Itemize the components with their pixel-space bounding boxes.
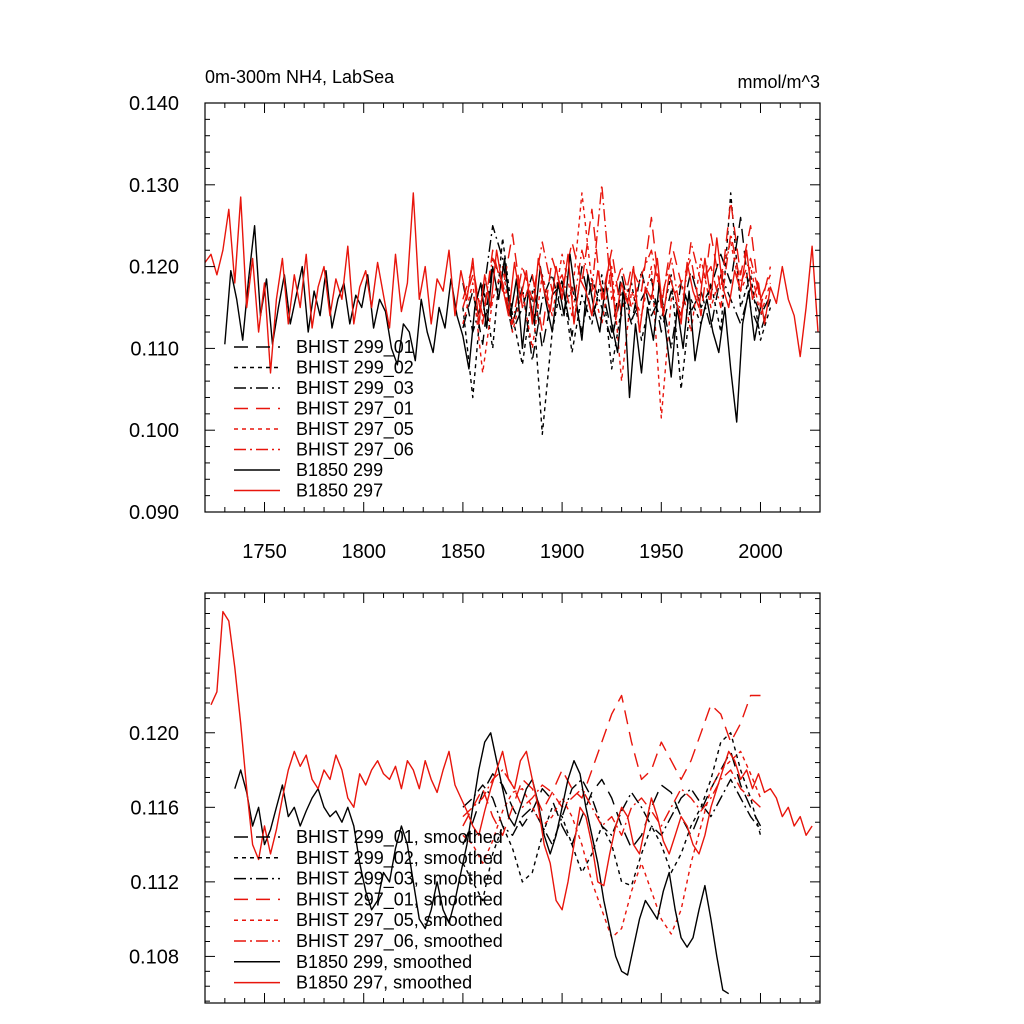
- units-label: mmol/m^3: [738, 72, 820, 92]
- y-tick-label: 0.120: [129, 257, 179, 279]
- series-line-0-6: [224, 224, 762, 423]
- y-tick-label: 0.090: [129, 502, 179, 524]
- y-tick-label: 0.112: [130, 872, 179, 894]
- series-line-1-6: [234, 732, 730, 995]
- legend-label: BHIST 297_01: [296, 399, 414, 420]
- legend-label: BHIST 297_06, smoothed: [296, 931, 503, 952]
- legend-label: BHIST 299_01, smoothed: [296, 827, 503, 848]
- series-line-1-7: [210, 610, 813, 911]
- series-line-1-5: [462, 769, 761, 836]
- chart-title: 0m-300m NH4, LabSea: [205, 67, 395, 87]
- legend-label: B1850 299: [296, 460, 383, 480]
- x-tick-label: 2000: [738, 541, 783, 563]
- series-line-0-7: [205, 192, 819, 374]
- plot-frame: [204, 592, 821, 1004]
- plot-frame: [204, 102, 821, 513]
- legend-label: BHIST 297_06: [296, 440, 414, 461]
- x-tick-label: 1800: [341, 541, 386, 563]
- series-line-0-1: [462, 192, 772, 435]
- x-tick-label: 1950: [639, 541, 684, 563]
- series-line-0-3: [462, 200, 772, 333]
- legend-label: BHIST 297_01, smoothed: [296, 889, 503, 910]
- y-tick-label: 0.108: [129, 946, 179, 968]
- x-tick-label: 1750: [242, 541, 287, 563]
- legend-label: BHIST 299_03: [296, 378, 414, 399]
- series-line-0-0: [462, 216, 772, 350]
- legend-label: BHIST 297_05: [296, 419, 414, 440]
- y-tick-label: 0.140: [129, 93, 179, 115]
- legend-label: B1850 297: [296, 481, 383, 501]
- series-group: [205, 184, 819, 435]
- legend-label: BHIST 299_01: [296, 337, 414, 358]
- y-tick-label: 0.120: [129, 723, 179, 745]
- y-tick-label: 0.116: [130, 797, 179, 819]
- legend-label: B1850 297, smoothed: [296, 973, 472, 993]
- legend-label: BHIST 299_03, smoothed: [296, 869, 503, 890]
- bottom-panel: 0.108 0.112 0.116 0.120 BHIST 299_01, smooth…: [129, 592, 821, 1004]
- y-tick-label: 0.100: [129, 420, 179, 442]
- series-line-1-2: [462, 778, 762, 846]
- series-line-1-3: [462, 694, 761, 836]
- legend-label: BHIST 299_02: [296, 358, 414, 379]
- y-tick-label: 0.110: [130, 338, 179, 360]
- y-tick-label: 0.130: [129, 175, 179, 197]
- x-tick-label: 1900: [540, 541, 585, 563]
- series-group: [210, 610, 813, 995]
- legend-label: BHIST 299_02, smoothed: [296, 848, 503, 869]
- legend-label: B1850 299, smoothed: [296, 952, 472, 972]
- legend-label: BHIST 297_05, smoothed: [296, 910, 503, 931]
- series-line-0-4: [462, 192, 772, 419]
- x-tick-label: 1850: [441, 541, 486, 563]
- top-panel: 1750 1800 1850 1900 1950 2000 0.090 0.100 0.110 0…: [129, 67, 821, 563]
